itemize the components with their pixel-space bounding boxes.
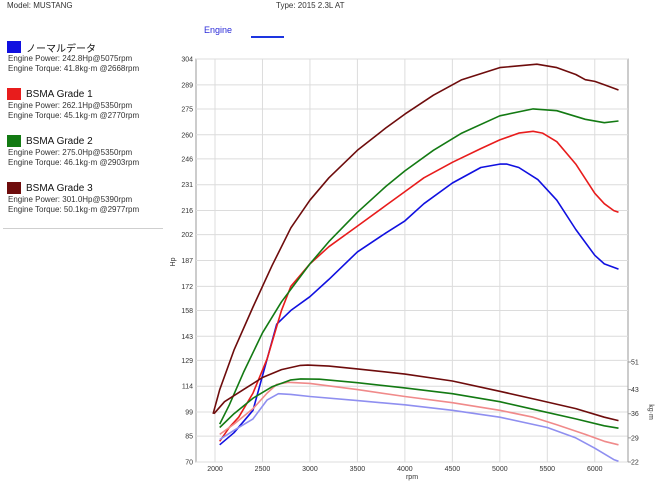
legend-power-grade3: Engine Power: 301.0Hp@5390rpm [8,195,133,204]
legend-name-normal: ノーマルデータ [26,43,96,55]
legend-name-grade2: BSMA Grade 2 [26,135,93,147]
y-tick-label-left: 70 [185,460,193,467]
x-tick-label: 4000 [397,466,413,473]
y-tick-label-left: 275 [181,106,193,113]
y-tick-label-left: 85 [185,434,193,441]
y-tick-label-left: 202 [181,232,193,239]
y-tick-label-left: 187 [181,258,193,265]
y-axis-title-right: kg·m [647,404,654,420]
x-tick-label: 3500 [350,466,366,473]
legend-swatch-grade1 [7,88,21,100]
series-line-torque-6 [219,378,619,429]
series-line-hp-2 [218,108,619,425]
y-tick-label-right: 29 [631,435,639,442]
legend-torque-grade2: Engine Torque: 46.1kg·m @2903rpm [8,158,140,167]
x-tick-label: 2000 [207,466,223,473]
y-tick-label-right: 22 [631,460,639,467]
x-axis-title: rpm [406,474,418,481]
legend-torque-grade3: Engine Torque: 50.1kg·m @2977rpm [8,205,140,214]
legend-torque-grade1: Engine Torque: 45.1kg·m @2770rpm [8,111,140,120]
legend-name-grade3: BSMA Grade 3 [26,182,93,194]
x-tick-label: 2500 [255,466,271,473]
series-line-torque-5 [219,381,619,446]
y-tick-label-left: 216 [181,208,193,215]
y-tick-label-left: 260 [181,132,193,139]
x-tick-label: 3000 [302,466,318,473]
series-line-hp-1 [219,130,619,442]
engine-legend-line [251,36,284,38]
series-line-torque-4 [219,392,619,463]
x-tick-label: 6000 [587,466,603,473]
legend-item-grade1: BSMA Grade 1 Engine Power: 262.1Hp@5350r… [7,87,162,134]
legend-power-grade2: Engine Power: 275.0Hp@5350rpm [8,148,133,157]
y-tick-label-left: 158 [181,308,193,315]
legend-panel: ノーマルデータ Engine Power: 242.8Hp@5075rpm En… [7,40,162,228]
y-tick-label-left: 246 [181,156,193,163]
legend-power-grade1: Engine Power: 262.1Hp@5350rpm [8,101,133,110]
y-tick-label-left: 129 [181,358,193,365]
legend-swatch-grade3 [7,182,21,194]
legend-swatch-grade2 [7,135,21,147]
model-label: Model: MUSTANG [7,1,73,10]
legend-divider [3,228,163,229]
legend-power-normal: Engine Power: 242.8Hp@5075rpm [8,54,133,63]
legend-item-grade2: BSMA Grade 2 Engine Power: 275.0Hp@5350r… [7,134,162,181]
legend-name-grade1: BSMA Grade 1 [26,88,93,100]
legend-swatch-normal [7,41,21,53]
y-axis-title-left: Hp [170,257,177,266]
y-tick-label-left: 114 [182,384,193,391]
y-tick-label-right: 43 [631,387,639,394]
y-tick-label-right: 51 [631,360,639,367]
y-tick-label-left: 99 [185,410,193,417]
y-tick-label-left: 172 [181,284,193,291]
y-tick-label-left: 231 [181,182,193,189]
engine-legend-label: Engine [204,25,233,35]
y-tick-label-left: 289 [181,82,193,89]
y-tick-label-left: 304 [181,57,193,64]
legend-item-grade3: BSMA Grade 3 Engine Power: 301.0Hp@5390r… [7,181,162,228]
type-label: Type: 2015 2.3L AT [276,1,345,10]
series-line-torque-7 [213,364,619,422]
y-tick-label-left: 143 [181,334,193,341]
series-line-hp-3 [212,63,619,415]
legend-torque-normal: Engine Torque: 41.8kg·m @2668rpm [8,64,140,73]
y-tick-label-right: 36 [631,411,639,418]
x-tick-label: 4500 [445,466,461,473]
x-tick-label: 5500 [540,466,556,473]
legend-item-normal: ノーマルデータ Engine Power: 242.8Hp@5075rpm En… [7,40,162,87]
x-tick-label: 5000 [492,466,508,473]
